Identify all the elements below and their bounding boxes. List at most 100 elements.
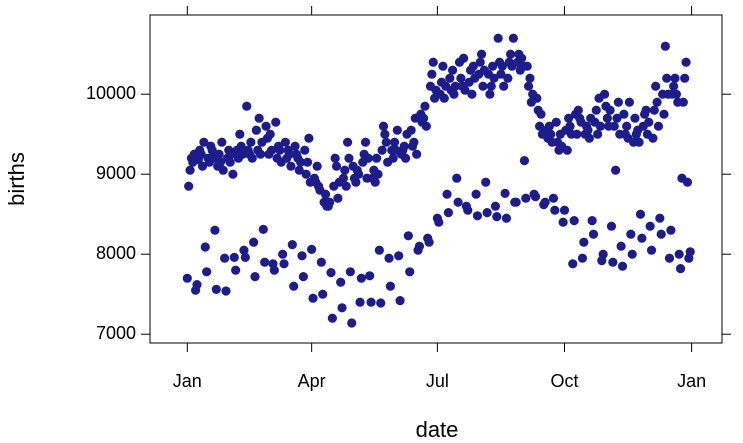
point (652, 97, 662, 107)
point (373, 169, 383, 179)
point (682, 177, 693, 187)
point (559, 205, 570, 215)
point (403, 231, 413, 241)
point (536, 109, 546, 119)
x-axis-title: date (416, 417, 459, 442)
point (565, 121, 575, 131)
point (320, 189, 331, 199)
point (392, 125, 402, 135)
point (347, 318, 357, 328)
point (584, 133, 594, 143)
point (356, 273, 366, 283)
point (381, 137, 391, 147)
point (496, 69, 506, 79)
point (476, 49, 487, 59)
point (532, 93, 542, 103)
point (424, 237, 434, 247)
point (251, 125, 261, 135)
point (312, 161, 322, 171)
point (472, 211, 483, 221)
point (645, 221, 655, 231)
point (572, 129, 582, 139)
point (598, 249, 608, 259)
point (685, 247, 695, 257)
point (583, 125, 593, 135)
point (377, 145, 387, 155)
point (530, 192, 541, 202)
point (196, 149, 206, 159)
point (401, 153, 411, 163)
point (376, 298, 386, 308)
point (254, 113, 264, 123)
point (456, 73, 466, 83)
point (185, 165, 195, 175)
point (449, 89, 459, 99)
point (648, 133, 658, 143)
point (247, 153, 257, 163)
y-axis-title: births (4, 152, 29, 206)
point (442, 189, 452, 199)
point (308, 293, 318, 303)
point (492, 212, 502, 222)
point (452, 173, 462, 183)
point (438, 61, 448, 71)
point (421, 121, 431, 131)
point (649, 105, 659, 115)
point (450, 81, 460, 91)
point (617, 261, 628, 271)
point (214, 149, 224, 159)
point (371, 153, 382, 163)
point (342, 137, 353, 147)
point (546, 129, 556, 139)
point (670, 73, 680, 83)
point (231, 265, 241, 275)
point (517, 53, 527, 63)
point (340, 165, 350, 175)
point (414, 241, 425, 251)
point (634, 137, 644, 147)
point (616, 241, 626, 251)
point (333, 193, 343, 203)
point (302, 157, 313, 167)
point (637, 233, 647, 243)
point (521, 193, 531, 203)
point (662, 73, 672, 83)
x-tick-label: Apr (298, 371, 326, 391)
point (519, 156, 530, 166)
point (427, 69, 437, 79)
point (295, 157, 306, 167)
point (249, 237, 259, 247)
point (460, 85, 470, 95)
point (646, 245, 657, 255)
point (630, 113, 640, 123)
point (338, 173, 349, 183)
point (336, 277, 346, 287)
point (655, 213, 665, 223)
point (588, 229, 599, 239)
point (609, 121, 619, 131)
point (447, 65, 458, 75)
point (681, 57, 691, 67)
point (330, 153, 340, 163)
point (192, 280, 202, 290)
point (300, 145, 310, 155)
point (327, 313, 337, 323)
point (389, 137, 400, 147)
point (406, 125, 416, 135)
point (660, 41, 670, 51)
point (298, 272, 308, 282)
point (678, 97, 688, 107)
point (511, 197, 521, 207)
point (326, 268, 336, 278)
point (378, 121, 389, 131)
point (551, 117, 561, 127)
point (218, 165, 228, 175)
point (258, 224, 268, 234)
point (344, 153, 354, 163)
point (380, 129, 390, 139)
point (478, 81, 488, 91)
point (497, 61, 507, 71)
point (613, 97, 623, 107)
point (217, 137, 227, 147)
